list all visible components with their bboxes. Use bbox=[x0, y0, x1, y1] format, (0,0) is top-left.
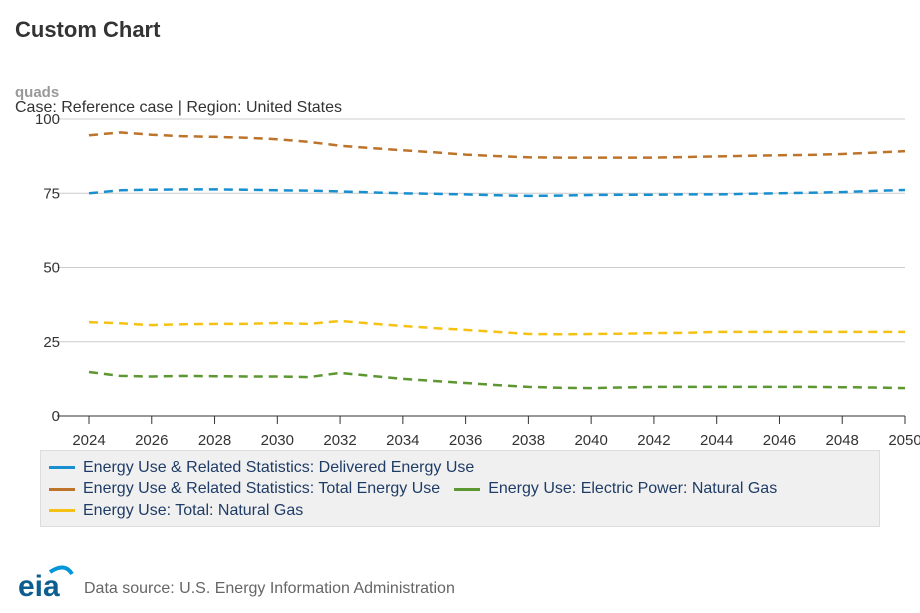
legend-item[interactable]: Energy Use: Electric Power: Natural Gas bbox=[454, 479, 777, 501]
logo-text: eia bbox=[18, 570, 60, 603]
y-axis-label: quads bbox=[15, 84, 59, 101]
legend-swatch bbox=[49, 487, 75, 491]
x-tick-label: 2030 bbox=[261, 432, 294, 445]
chart-title: Custom Chart bbox=[15, 17, 161, 42]
y-tick-label: 25 bbox=[43, 334, 60, 351]
x-tick-label: 2044 bbox=[700, 432, 733, 445]
x-tick-label: 2036 bbox=[449, 432, 482, 445]
legend-item[interactable]: Energy Use: Total: Natural Gas bbox=[49, 500, 303, 522]
x-tick-label: 2026 bbox=[135, 432, 168, 445]
legend-label: Energy Use: Total: Natural Gas bbox=[83, 501, 304, 519]
logo: eia bbox=[18, 565, 74, 603]
series-line bbox=[88, 370, 906, 390]
legend-swatch bbox=[49, 509, 75, 513]
x-tick-label: 2024 bbox=[72, 432, 105, 445]
legend-label: Energy Use: Electric Power: Natural Gas bbox=[488, 480, 778, 498]
x-tick-label: 2042 bbox=[637, 432, 670, 445]
legend-label: Energy Use & Related Statistics: Total E… bbox=[83, 480, 441, 498]
x-tick-label: 2050 bbox=[888, 432, 920, 445]
series-line bbox=[88, 188, 906, 198]
x-tick-label: 2048 bbox=[826, 432, 859, 445]
y-tick-label: 0 bbox=[52, 408, 60, 425]
x-tick-label: 2032 bbox=[323, 432, 356, 445]
y-tick-label: 100 bbox=[35, 111, 60, 128]
legend-swatch bbox=[454, 487, 481, 491]
x-tick-label: 2038 bbox=[512, 432, 545, 445]
legend-item[interactable]: Energy Use & Related Statistics: Deliver… bbox=[49, 457, 474, 479]
logo-swoosh bbox=[48, 565, 74, 576]
x-tick-label: 2046 bbox=[763, 432, 796, 445]
series-line bbox=[88, 131, 906, 159]
legend: Energy Use & Related Statistics: Deliver… bbox=[40, 450, 880, 527]
source: Data source: U.S. Energy Information Adm… bbox=[84, 580, 455, 597]
legend-swatch bbox=[49, 466, 75, 470]
series-line bbox=[88, 319, 905, 336]
y-tick-label: 75 bbox=[43, 185, 60, 202]
chart: Custom Chart quads Case: Reference case … bbox=[15, 17, 920, 445]
x-tick-label: 2040 bbox=[574, 432, 607, 445]
x-tick-label: 2034 bbox=[386, 432, 419, 445]
subtitle: Case: Reference case | Region: United St… bbox=[15, 99, 342, 116]
legend-label: Energy Use & Related Statistics: Deliver… bbox=[83, 458, 475, 476]
y-tick-label: 50 bbox=[43, 260, 60, 277]
legend-item[interactable]: Energy Use & Related Statistics: Total E… bbox=[49, 479, 440, 501]
x-tick-label: 2028 bbox=[198, 432, 231, 445]
